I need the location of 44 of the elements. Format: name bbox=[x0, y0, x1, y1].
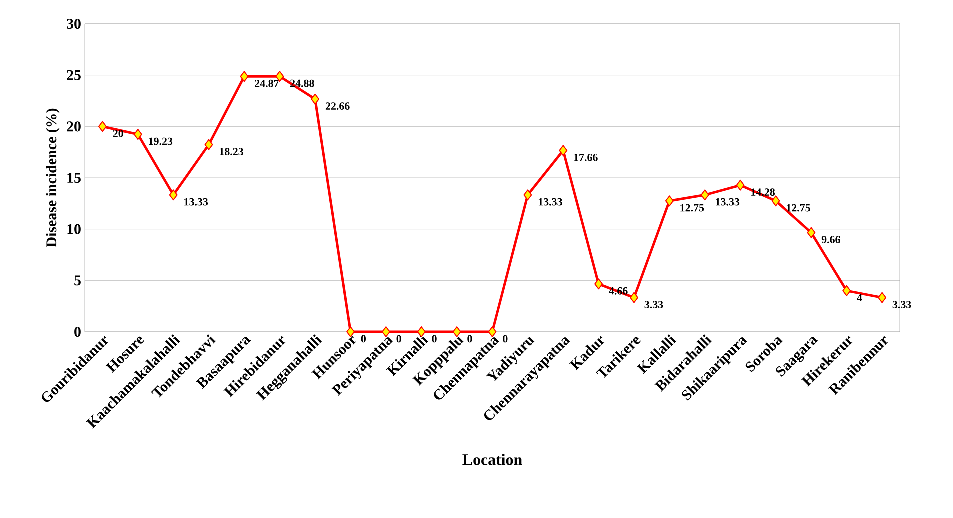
data-label: 13.33 bbox=[184, 198, 208, 206]
point bbox=[452, 326, 462, 338]
point bbox=[842, 285, 852, 296]
point bbox=[311, 94, 320, 105]
y-tick-label: 0 bbox=[74, 326, 81, 338]
y-tick-label: 25 bbox=[67, 70, 81, 80]
y-tick-label: 5 bbox=[74, 276, 81, 286]
x-axis-title: Location bbox=[462, 454, 522, 466]
point bbox=[700, 190, 710, 201]
point bbox=[736, 180, 745, 191]
point bbox=[240, 71, 249, 82]
point bbox=[594, 278, 604, 290]
point bbox=[488, 326, 497, 338]
data-label: 17.66 bbox=[574, 154, 598, 162]
point bbox=[772, 196, 780, 207]
data-label: 3.33 bbox=[892, 301, 912, 308]
data-label: 22.66 bbox=[326, 102, 350, 110]
data-label: 13.33 bbox=[716, 198, 740, 206]
data-label: 9.66 bbox=[822, 236, 840, 244]
point bbox=[665, 196, 674, 207]
data-label: 4 bbox=[857, 294, 862, 302]
point bbox=[630, 292, 638, 304]
data-label: 12.75 bbox=[787, 204, 810, 212]
data-label: 18.23 bbox=[220, 148, 244, 156]
point bbox=[169, 190, 178, 201]
y-tick-label: 20 bbox=[67, 122, 81, 132]
point bbox=[559, 145, 568, 156]
data-label: 13.33 bbox=[538, 198, 562, 206]
data-label: 24.87 bbox=[255, 80, 279, 88]
point bbox=[524, 190, 532, 201]
data-label: 20 bbox=[113, 130, 124, 138]
y-tick-label: 30 bbox=[67, 18, 81, 30]
point bbox=[878, 292, 887, 304]
y-tick-label: 10 bbox=[68, 224, 81, 234]
data-label: 3.33 bbox=[644, 301, 664, 308]
data-label: 19.23 bbox=[149, 138, 173, 146]
point bbox=[98, 121, 107, 132]
point bbox=[807, 227, 816, 238]
point bbox=[382, 326, 390, 338]
y-tick-label: 15 bbox=[68, 173, 81, 183]
point bbox=[204, 139, 214, 150]
data-label: 12.75 bbox=[680, 204, 704, 212]
y-axis-title: Disease incidence (%) bbox=[46, 108, 60, 248]
point bbox=[134, 129, 142, 140]
